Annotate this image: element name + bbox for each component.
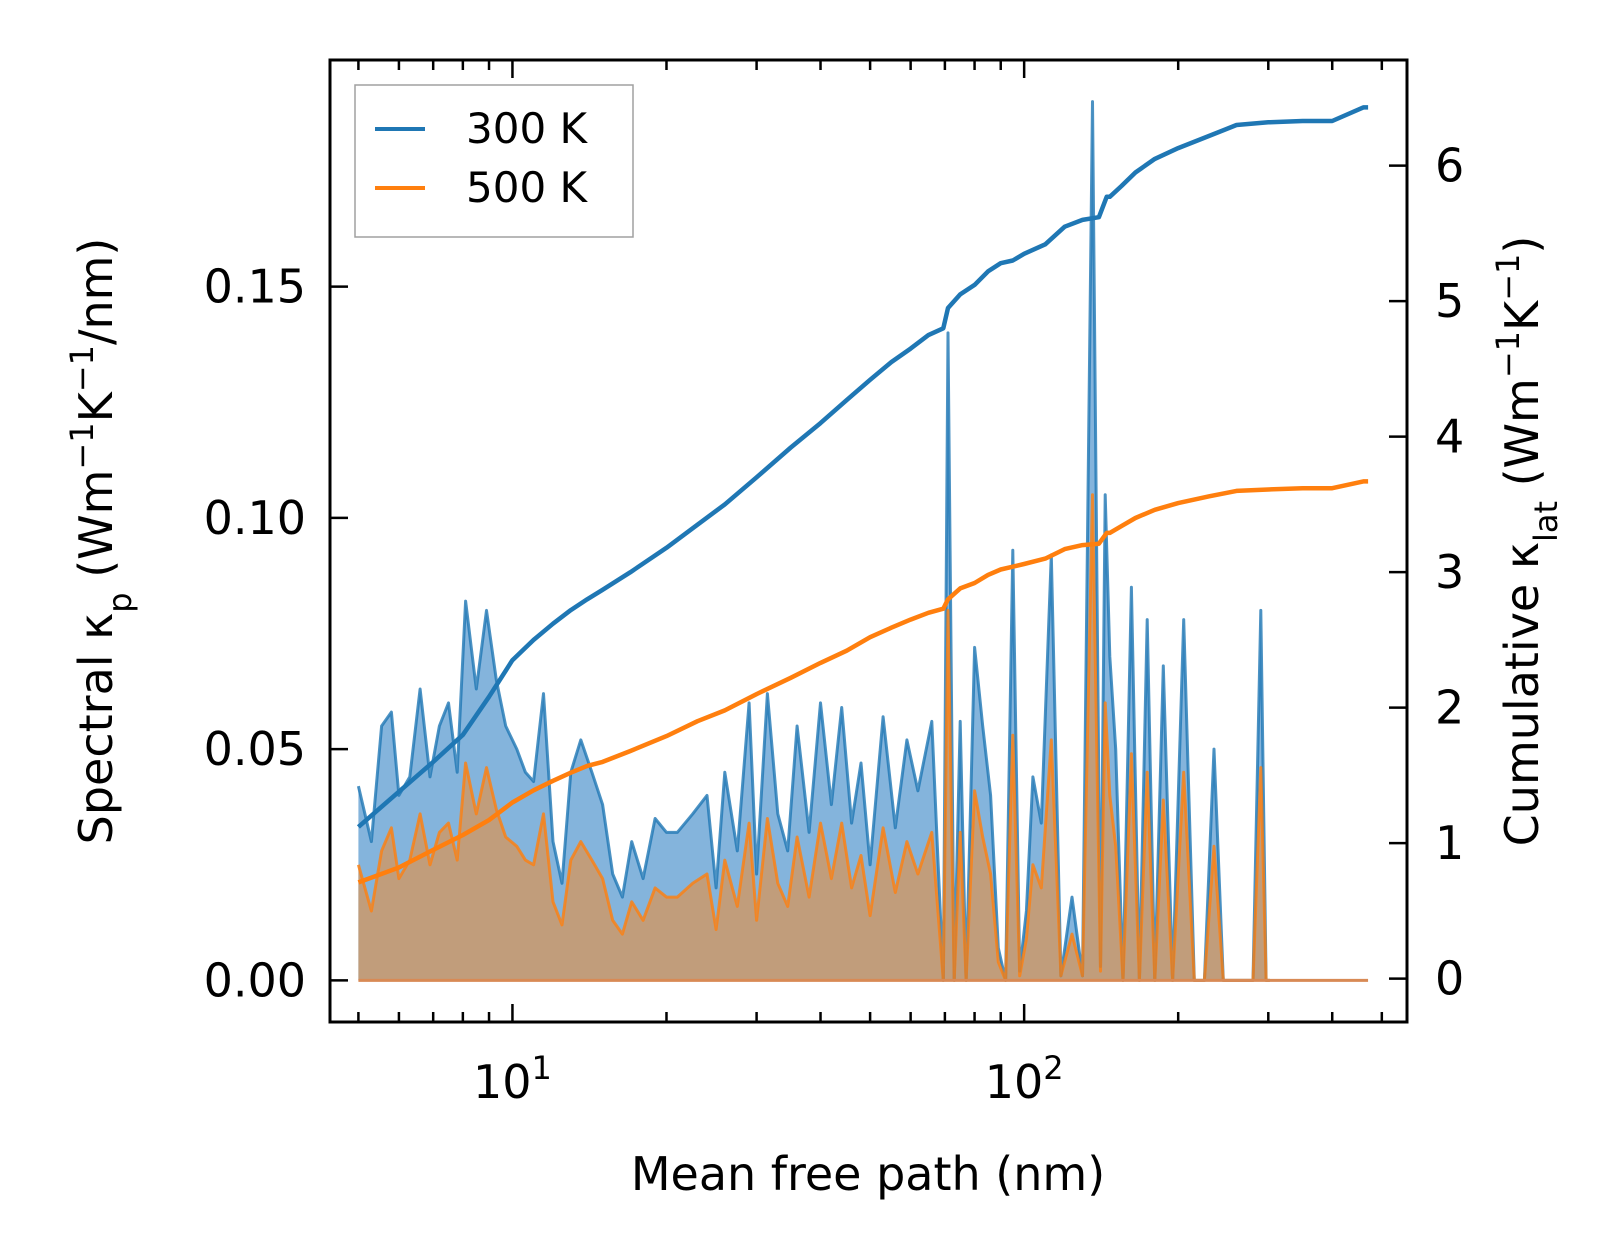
left-y-tick-label: 0.05: [204, 722, 306, 776]
x-axis-ticks: [357, 60, 1384, 1022]
right-y-tick-label: 4: [1435, 410, 1464, 464]
left-y-axis-ticks: 0.00 0.05 0.10 0.15: [204, 260, 348, 1007]
right-y-axis-ticks: 0 1 2 3 4 5 6: [1389, 139, 1464, 1006]
legend-label-300k: 300 K: [466, 104, 589, 153]
cumulative-line-layer: [356, 105, 1369, 885]
spectral-line-500k: [356, 493, 1270, 982]
left-y-tick-label: 0.15: [204, 260, 306, 314]
right-y-tick-label: 2: [1435, 681, 1464, 735]
x-tick-label-10: 101: [473, 1049, 552, 1109]
spectral-line-300k: [356, 100, 1270, 982]
right-y-tick-label: 1: [1435, 816, 1464, 870]
left-y-axis-label: Spectral κp (Wm−1K−1/nm): [63, 238, 139, 845]
legend-label-500k: 500 K: [466, 163, 589, 212]
legend-box: [354, 84, 634, 238]
plot-frame: [328, 58, 1409, 1024]
left-y-tick-label: 0.00: [204, 953, 306, 1007]
legend: 300 K 500 K: [354, 84, 634, 238]
left-y-tick-label: 0.10: [204, 491, 306, 545]
right-y-tick-label: 5: [1435, 274, 1464, 328]
right-y-tick-label: 0: [1435, 952, 1464, 1006]
right-y-tick-label: 6: [1435, 139, 1464, 193]
cumulative-line-300k: [356, 105, 1369, 829]
x-tick-label-100: 102: [985, 1049, 1064, 1109]
right-y-tick-label: 3: [1435, 545, 1464, 599]
spectral-line-layer: [356, 100, 1369, 982]
x-axis-label: Mean free path (nm): [631, 1147, 1105, 1201]
right-y-axis-label: Cumulative κlat (Wm−1K−1): [1489, 236, 1565, 847]
cumulative-line-500k: [357, 479, 1369, 885]
